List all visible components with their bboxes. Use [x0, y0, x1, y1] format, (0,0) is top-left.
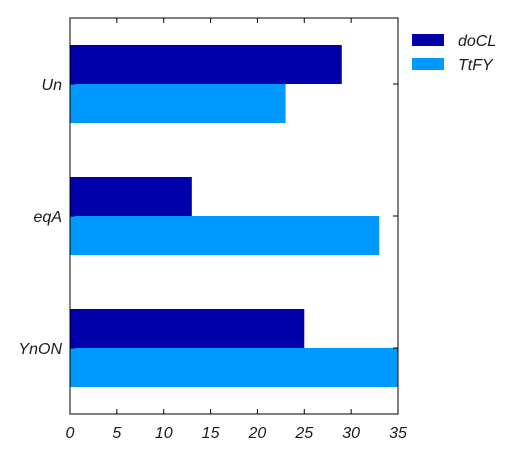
x-axis: 0 5 10 15 20 25 30 35	[66, 18, 407, 442]
legend-swatch-doCL	[412, 34, 444, 46]
bar-TtFY-YnON	[70, 348, 398, 387]
bars-layer	[70, 45, 398, 387]
y-tick-label: YnON	[18, 341, 62, 358]
x-tick-label: 5	[112, 425, 121, 442]
x-tick-label: 20	[248, 425, 267, 442]
legend-swatch-TtFY	[412, 58, 444, 70]
legend: doCL TtFY	[412, 33, 496, 74]
x-tick-label: 10	[155, 425, 173, 442]
legend-label-doCL: doCL	[458, 33, 496, 50]
x-tick-label: 30	[342, 425, 360, 442]
bar-doCL-Un	[70, 45, 342, 84]
y-axis: Un eqA YnON	[18, 77, 398, 358]
x-tick-label: 15	[202, 425, 220, 442]
bar-doCL-eqA	[70, 177, 192, 216]
bar-doCL-YnON	[70, 309, 305, 348]
y-tick-label: Un	[42, 77, 63, 94]
x-tick-label: 25	[294, 425, 313, 442]
y-tick-label: eqA	[34, 209, 62, 226]
x-tick-label: 35	[389, 425, 407, 442]
bar-TtFY-eqA	[70, 216, 380, 255]
x-tick-label: 0	[66, 425, 75, 442]
legend-label-TtFY: TtFY	[458, 57, 494, 74]
bar-TtFY-Un	[70, 84, 286, 123]
